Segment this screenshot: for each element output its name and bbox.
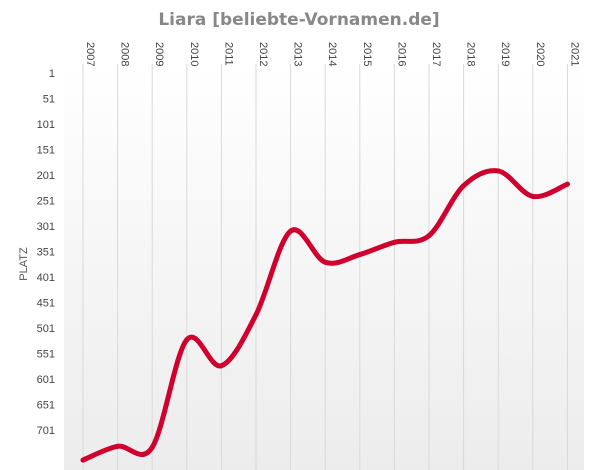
y-tick-label: 651 xyxy=(37,400,55,412)
y-tick-label: 51 xyxy=(43,94,55,106)
y-tick-label: 401 xyxy=(37,272,55,284)
data-point-2019 xyxy=(495,168,501,174)
plot-background xyxy=(64,64,584,470)
x-tick-label: 2021 xyxy=(568,42,580,66)
data-point-2021 xyxy=(564,181,570,187)
x-tick-label: 2015 xyxy=(361,42,373,66)
x-tick-label: 2010 xyxy=(188,42,200,66)
data-point-2007 xyxy=(80,457,86,463)
x-tick-label: 2018 xyxy=(465,42,477,66)
x-tick-label: 2011 xyxy=(222,42,234,66)
data-point-2012 xyxy=(253,312,259,318)
y-tick-label: 701 xyxy=(37,425,55,437)
y-tick-label: 351 xyxy=(37,247,55,259)
y-tick-label: 551 xyxy=(37,349,55,361)
data-point-2010 xyxy=(184,337,190,343)
y-axis-label: PLATZ xyxy=(18,247,30,281)
y-tick-label: 1 xyxy=(49,68,55,80)
series-line-0 xyxy=(80,168,570,463)
y-tick-label: 101 xyxy=(37,119,55,131)
grid-lines xyxy=(82,64,568,470)
y-tick-label: 601 xyxy=(37,374,55,386)
x-tick-label: 2012 xyxy=(257,42,269,66)
data-point-2008 xyxy=(115,443,121,449)
chart-title: Liara [beliebte-Vornamen.de] xyxy=(158,10,439,30)
x-tick-label: 2020 xyxy=(534,42,546,66)
x-axis-ticks: 2007 2008 2009 2010 2011 2012 2013 2014 2015 2016… xyxy=(84,42,580,66)
y-tick-label: 301 xyxy=(37,221,55,233)
data-point-2017 xyxy=(426,233,432,239)
y-tick-label: 451 xyxy=(37,298,55,310)
data-point-2009 xyxy=(149,444,155,450)
y-tick-label: 201 xyxy=(37,170,55,182)
data-point-2013 xyxy=(288,228,294,234)
y-axis-ticks: 1511011512012513013514014515015516016517… xyxy=(37,68,55,437)
series-layer xyxy=(80,168,570,463)
x-tick-label: 2016 xyxy=(395,42,407,66)
y-tick-label: 501 xyxy=(37,323,55,335)
x-tick-label: 2008 xyxy=(119,42,131,66)
data-point-2020 xyxy=(530,193,536,199)
x-tick-label: 2017 xyxy=(430,42,442,66)
data-point-2011 xyxy=(218,363,224,369)
x-tick-label: 2013 xyxy=(292,42,304,66)
data-point-2018 xyxy=(461,183,467,189)
x-tick-label: 2007 xyxy=(84,42,96,66)
x-tick-label: 2014 xyxy=(326,42,338,66)
y-tick-label: 151 xyxy=(37,145,55,157)
data-point-2015 xyxy=(357,252,363,258)
y-tick-label: 251 xyxy=(37,196,55,208)
x-tick-label: 2019 xyxy=(499,42,511,66)
data-point-2014 xyxy=(322,259,328,265)
x-tick-label: 2009 xyxy=(153,42,165,66)
data-point-2016 xyxy=(391,239,397,245)
